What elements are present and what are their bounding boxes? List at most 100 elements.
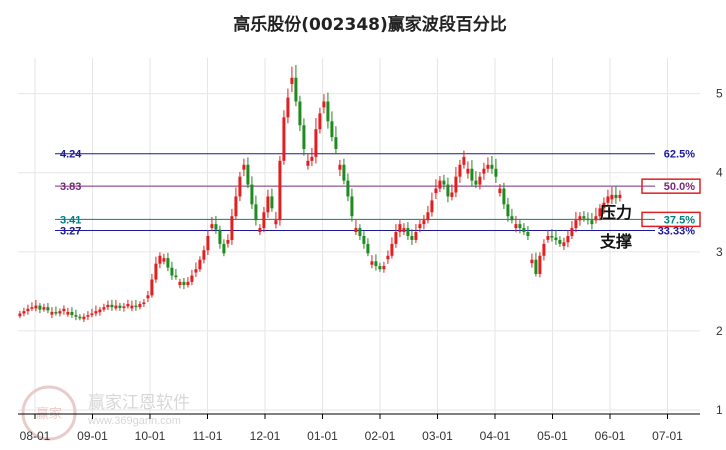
candle-body [598, 208, 602, 217]
x-tick-label: 01-01 [307, 429, 338, 443]
candle-body [194, 269, 198, 273]
x-tick-label: 11-01 [193, 429, 223, 443]
candle-body [158, 255, 162, 264]
candle-body [30, 307, 34, 309]
candle-body [138, 304, 142, 308]
candle-body [238, 176, 242, 197]
candle-body [110, 304, 114, 308]
x-tick-label: 03-01 [422, 429, 453, 443]
candle-body [518, 224, 522, 229]
candle-body [586, 218, 590, 221]
x-tick-label: 08-01 [20, 429, 51, 443]
candle-body [410, 236, 414, 240]
chart-title: 高乐股份(002348)赢家波段百分比 [233, 14, 507, 35]
candle-body [554, 237, 558, 240]
candle-body [150, 279, 154, 296]
candle-body [34, 305, 38, 309]
candle-body [510, 216, 514, 221]
candle-body [322, 101, 326, 108]
candle-body [558, 239, 562, 244]
candle-body [246, 164, 250, 185]
candle-body [358, 228, 362, 236]
candle-body [430, 200, 434, 213]
candle-body [302, 125, 306, 149]
watermark-url: www.369gann.com [87, 415, 181, 427]
candle-body [74, 315, 78, 317]
candle-body [330, 121, 334, 138]
candle-body [62, 308, 66, 312]
candle-body [90, 313, 94, 316]
candle-body [26, 308, 30, 312]
x-tick-label: 07-01 [652, 429, 683, 443]
candle-body [498, 188, 502, 194]
candle-body [362, 236, 366, 244]
candle-body [538, 255, 542, 274]
candle-body [214, 224, 218, 230]
candle-body [326, 101, 330, 122]
candle-body [482, 168, 486, 174]
x-tick-label: 05-01 [537, 429, 568, 443]
candle-body [166, 258, 170, 268]
candle-body [114, 305, 118, 309]
candle-body [570, 228, 574, 236]
level-box [641, 178, 701, 194]
candle-body [618, 194, 622, 199]
candle-body [490, 164, 494, 169]
candle-body [262, 212, 266, 229]
candle-body [222, 243, 226, 254]
y-tick-label: 2 [716, 324, 723, 338]
candle-body [70, 311, 74, 316]
candle-body [406, 228, 410, 236]
candle-body [186, 281, 190, 286]
x-tick-label: 12-01 [250, 429, 281, 443]
candle-body [462, 156, 466, 165]
candle-body [278, 160, 282, 221]
candle-body [210, 224, 214, 229]
level-percent-label: 62.5% [664, 149, 695, 161]
candle-body [394, 232, 398, 244]
candle-body [350, 196, 354, 217]
candle-body [178, 281, 182, 285]
candle-body [562, 242, 566, 247]
candle-body [310, 156, 314, 161]
candle-body [446, 184, 450, 197]
x-tick-label: 10-01 [135, 429, 166, 443]
candle-body [78, 316, 82, 319]
candle-body [294, 77, 298, 102]
candle-body [290, 77, 294, 84]
level-percent-label: 37.5% [664, 214, 695, 226]
candle-body [566, 236, 570, 243]
candle-body [50, 311, 54, 315]
candle-body [38, 305, 42, 310]
x-tick-label: 04-01 [480, 429, 511, 443]
candle-body [126, 304, 130, 307]
candle-body [414, 232, 418, 240]
candle-body [218, 229, 222, 244]
candle-body [230, 216, 234, 240]
candle-body [606, 196, 610, 203]
watermark-logo-icon [21, 385, 77, 441]
candle-body [526, 232, 530, 236]
candle-body [258, 228, 262, 233]
candle-body [466, 168, 470, 174]
y-ticks: 1 2 3 4 5 [716, 87, 723, 417]
candle-body [450, 192, 454, 197]
candle-body [86, 315, 90, 317]
candle-body [66, 311, 70, 315]
candle-body [478, 176, 482, 185]
candle-body [282, 117, 286, 161]
level-value-label: 4.24 [60, 149, 82, 161]
candle-body [594, 216, 598, 221]
candle-body [22, 311, 26, 314]
resistance-label: 压力 [600, 203, 632, 222]
y-tick-label: 3 [716, 245, 723, 259]
candle-body [506, 204, 510, 217]
candle-body [42, 307, 46, 310]
candle-body [18, 313, 22, 317]
candle-body [374, 261, 378, 267]
candle-body [370, 261, 374, 265]
y-tick-label: 5 [716, 87, 723, 101]
candle-body [398, 224, 402, 233]
candle-body [286, 97, 290, 118]
candle-body [458, 164, 462, 177]
